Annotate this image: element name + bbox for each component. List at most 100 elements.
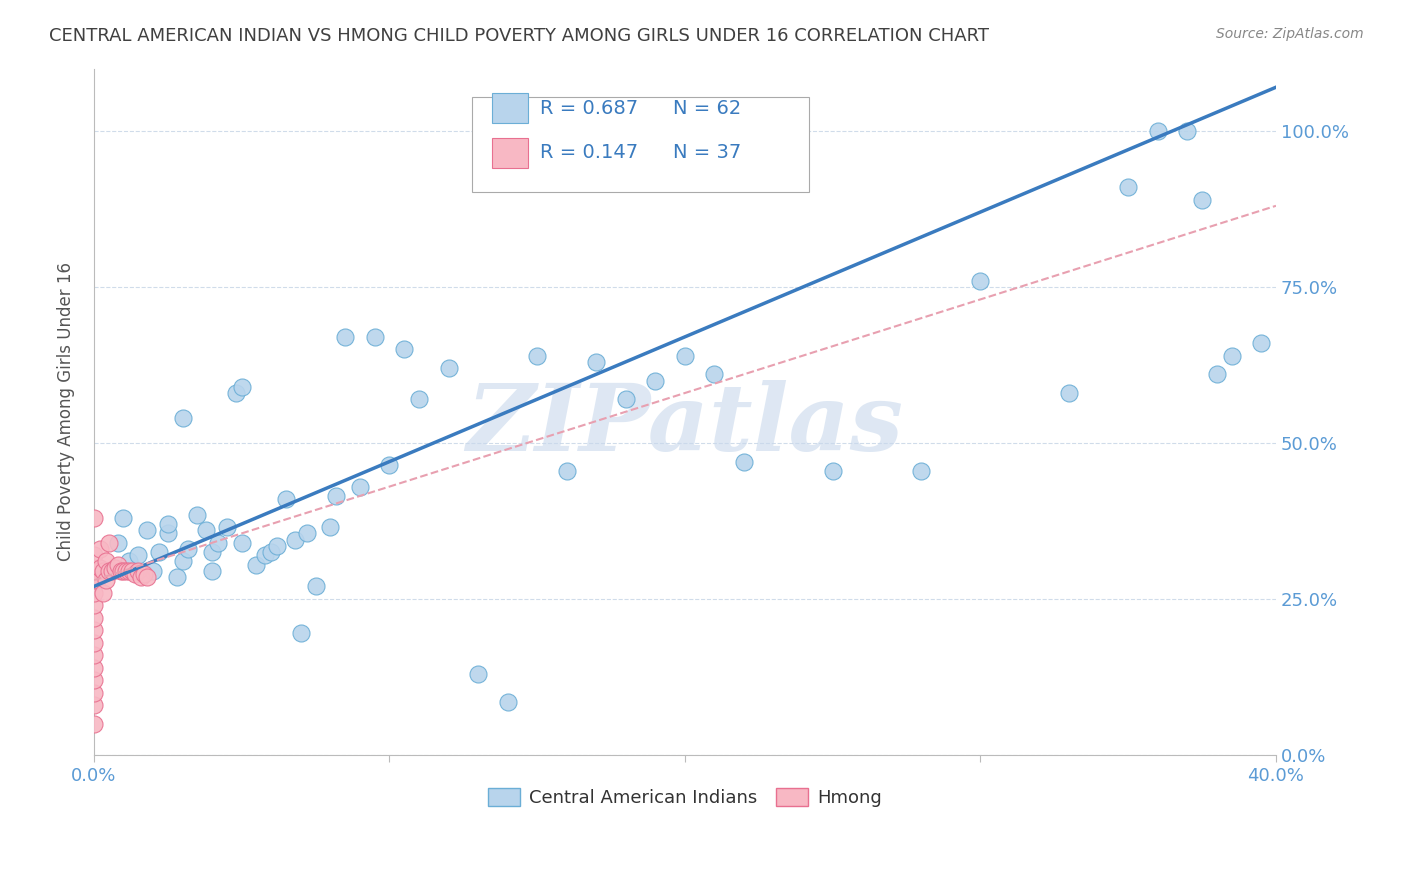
Point	[91, 585, 114, 599]
Legend: Central American Indians, Hmong: Central American Indians, Hmong	[481, 780, 889, 814]
Point	[94, 573, 117, 587]
Point	[1175, 124, 1198, 138]
Point	[172, 411, 194, 425]
Point	[274, 491, 297, 506]
Point	[118, 554, 141, 568]
Point	[115, 564, 138, 578]
Point	[295, 526, 318, 541]
Point	[290, 626, 312, 640]
Point	[91, 564, 114, 578]
Y-axis label: Child Poverty Among Girls Under 16: Child Poverty Among Girls Under 16	[58, 262, 75, 561]
Point	[284, 533, 307, 547]
Point	[408, 392, 430, 407]
Point	[172, 554, 194, 568]
Point	[104, 560, 127, 574]
FancyBboxPatch shape	[492, 138, 527, 168]
Point	[107, 558, 129, 572]
Point	[83, 673, 105, 687]
Point	[526, 349, 548, 363]
Point	[555, 464, 578, 478]
Point	[118, 564, 141, 578]
Point	[136, 570, 159, 584]
Text: N = 37: N = 37	[673, 144, 741, 162]
Point	[821, 464, 844, 478]
Point	[124, 566, 146, 581]
Point	[585, 355, 607, 369]
Point	[349, 480, 371, 494]
Point	[83, 573, 105, 587]
Point	[129, 570, 152, 584]
Point	[245, 558, 267, 572]
Point	[83, 610, 105, 624]
Point	[89, 560, 111, 574]
Point	[910, 464, 932, 478]
Text: N = 62: N = 62	[673, 99, 741, 118]
Point	[83, 716, 105, 731]
Point	[83, 685, 105, 699]
Text: Source: ZipAtlas.com: Source: ZipAtlas.com	[1216, 27, 1364, 41]
Point	[1220, 349, 1243, 363]
Point	[201, 545, 224, 559]
Point	[107, 535, 129, 549]
Point	[231, 380, 253, 394]
Point	[94, 554, 117, 568]
Point	[304, 579, 326, 593]
Point	[254, 548, 277, 562]
Point	[467, 666, 489, 681]
FancyBboxPatch shape	[492, 94, 527, 123]
Point	[136, 523, 159, 537]
Point	[1116, 180, 1139, 194]
Text: CENTRAL AMERICAN INDIAN VS HMONG CHILD POVERTY AMONG GIRLS UNDER 16 CORRELATION : CENTRAL AMERICAN INDIAN VS HMONG CHILD P…	[49, 27, 990, 45]
Point	[110, 564, 132, 578]
Point	[215, 520, 238, 534]
Point	[644, 374, 666, 388]
Point	[112, 510, 135, 524]
Point	[177, 541, 200, 556]
Point	[363, 330, 385, 344]
Point	[1205, 368, 1227, 382]
Point	[496, 695, 519, 709]
Point	[1250, 336, 1272, 351]
Point	[266, 539, 288, 553]
Point	[142, 564, 165, 578]
Point	[614, 392, 637, 407]
Point	[83, 635, 105, 649]
Text: R = 0.687: R = 0.687	[540, 99, 638, 118]
Point	[378, 458, 401, 472]
Point	[83, 585, 105, 599]
Point	[97, 564, 120, 578]
Point	[260, 545, 283, 559]
Point	[89, 541, 111, 556]
Point	[83, 698, 105, 712]
Point	[112, 564, 135, 578]
Point	[83, 648, 105, 662]
Point	[231, 535, 253, 549]
Point	[156, 526, 179, 541]
Point	[83, 623, 105, 637]
Point	[83, 660, 105, 674]
Point	[201, 564, 224, 578]
Point	[83, 598, 105, 612]
Point	[437, 361, 460, 376]
Point	[83, 510, 105, 524]
Point	[121, 564, 143, 578]
Point	[1191, 193, 1213, 207]
Point	[156, 516, 179, 531]
Point	[225, 386, 247, 401]
Point	[166, 570, 188, 584]
Point	[703, 368, 725, 382]
Point	[127, 564, 149, 578]
Point	[392, 343, 415, 357]
Point	[207, 535, 229, 549]
Text: ZIPatlas: ZIPatlas	[467, 381, 904, 470]
Point	[195, 523, 218, 537]
Point	[83, 548, 105, 562]
Point	[97, 535, 120, 549]
Point	[319, 520, 342, 534]
Point	[333, 330, 356, 344]
Point	[148, 545, 170, 559]
Point	[969, 274, 991, 288]
Point	[127, 548, 149, 562]
Point	[673, 349, 696, 363]
Point	[733, 455, 755, 469]
